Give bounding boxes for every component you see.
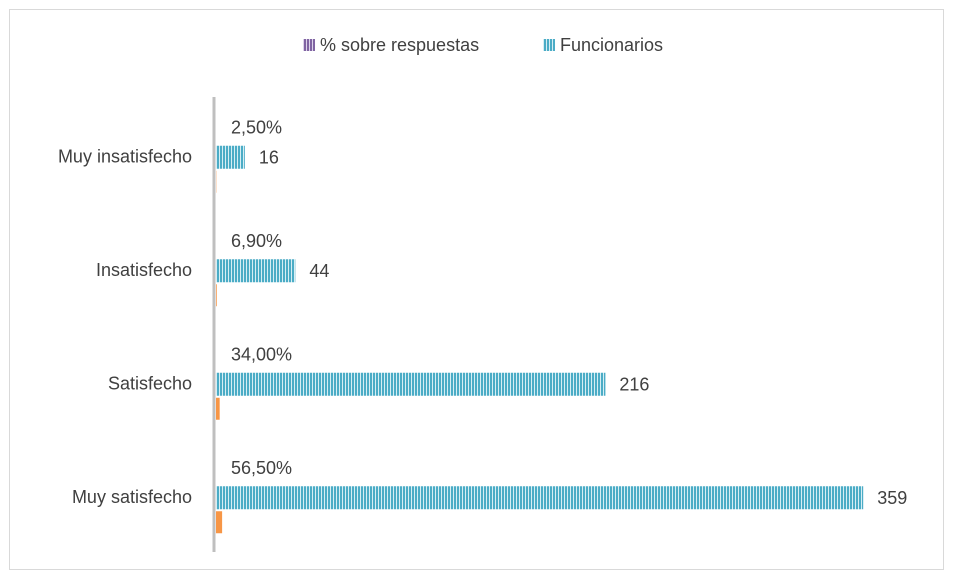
data-label: 16: [259, 148, 279, 168]
data-label: 56,50%: [231, 458, 292, 478]
data-label: 44: [309, 261, 329, 281]
data-label: 359: [877, 488, 907, 508]
chart-frame: [10, 10, 944, 570]
legend-swatch: [543, 39, 555, 51]
legend-swatch: [303, 39, 315, 51]
bar: [216, 511, 222, 533]
legend-label: Funcionarios: [560, 35, 663, 55]
data-label: 6,90%: [231, 231, 282, 251]
bar: [216, 486, 863, 509]
y-tick-label: Satisfecho: [108, 374, 192, 394]
y-tick-label: Insatisfecho: [96, 260, 192, 280]
bar: [216, 398, 220, 420]
bar: [216, 373, 605, 396]
bar: [216, 259, 295, 282]
data-label: 34,00%: [231, 345, 292, 365]
legend-label: % sobre respuestas: [320, 35, 479, 55]
data-label: 216: [619, 375, 649, 395]
y-tick-label: Muy insatisfecho: [58, 147, 192, 167]
y-tick-label: Muy satisfecho: [72, 487, 192, 507]
bar: [216, 146, 245, 169]
data-label: 2,50%: [231, 118, 282, 138]
bar: [216, 284, 217, 306]
